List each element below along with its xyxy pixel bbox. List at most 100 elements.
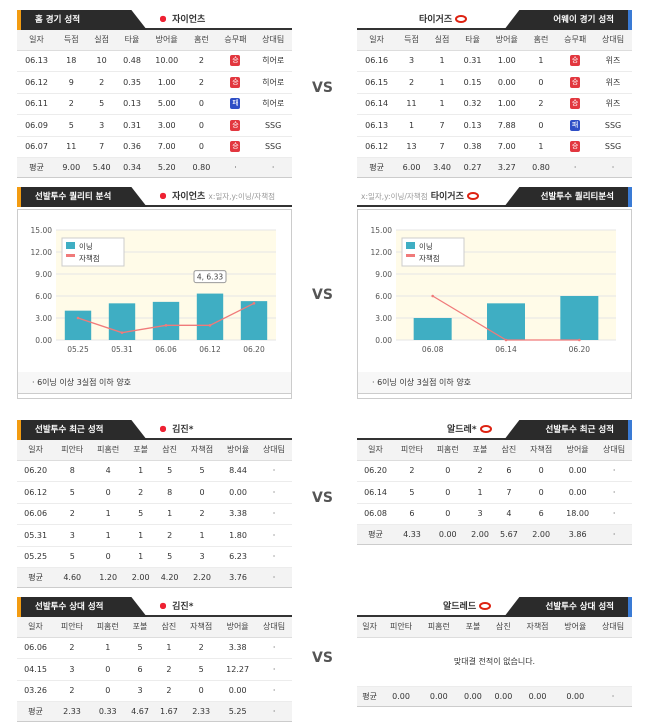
table-cell: 0 xyxy=(186,136,217,158)
table-cell: 4 xyxy=(90,460,127,482)
table-cell: 0 xyxy=(523,460,560,482)
table-cell: 6.00 xyxy=(396,157,427,178)
table-cell: 3 xyxy=(396,50,427,72)
table-cell: SSG xyxy=(254,136,292,158)
right-pitcher-vs-title: 선발투수 상대 성적 xyxy=(504,597,632,617)
table-cell: 0.35 xyxy=(116,71,148,94)
table-row: 06.12 13 7 0.38 7.00 1 승 SSG xyxy=(357,136,632,158)
table-cell: 0 xyxy=(429,503,466,525)
column-header: 피홈런 xyxy=(90,440,127,461)
table-cell: 6 xyxy=(125,658,155,681)
table-cell: 06.11 xyxy=(17,93,57,115)
column-header: 일자 xyxy=(17,440,55,461)
table-cell: 1 xyxy=(126,524,156,547)
table-cell: 0 xyxy=(429,481,466,504)
table-cell: 0.33 xyxy=(89,701,126,722)
table-cell: 2 xyxy=(154,680,184,702)
bar-innings xyxy=(152,301,180,340)
table-cell: 0.00 xyxy=(488,686,519,707)
giants-logo-icon xyxy=(157,191,169,200)
table-cell: 1 xyxy=(154,637,184,659)
y-tick-label: 0.00 xyxy=(375,336,392,345)
column-header: 실점 xyxy=(426,30,458,51)
table-cell: · xyxy=(596,524,632,545)
legend-er-label: 자책점 xyxy=(419,253,440,263)
table-cell: 1 xyxy=(426,71,458,94)
column-header: 피안타 xyxy=(54,617,90,638)
table-cell: SSG xyxy=(254,114,292,137)
bar-innings xyxy=(487,303,525,340)
table-cell: 5.00 xyxy=(147,93,187,115)
tigers-logo-icon xyxy=(467,192,480,200)
column-header: 자책점 xyxy=(184,440,221,461)
left-quality-chart: 0.00 3.00 6.00 9.00 12.00 15.00 05.25 05.31 06.0… xyxy=(17,209,292,399)
table-cell: 3 xyxy=(125,680,155,702)
table-cell: 위즈 xyxy=(594,93,632,115)
table-cell: 평균 xyxy=(357,524,395,545)
table-cell: 평균 xyxy=(17,701,55,722)
table-cell: 2.20 xyxy=(184,567,221,588)
bar-innings xyxy=(64,310,92,340)
column-header: 승무패 xyxy=(556,30,595,51)
giants-logo-icon xyxy=(157,601,169,610)
table-cell: · xyxy=(596,481,632,504)
giants-logo-icon xyxy=(157,14,169,23)
table-cell: 7 xyxy=(86,136,117,158)
table-cell: 0.00 xyxy=(457,686,489,707)
table-cell: 5 xyxy=(155,460,185,482)
column-header: 상대팀 xyxy=(254,30,292,51)
legend-innings-swatch xyxy=(406,242,415,249)
y-tick-label: 3.00 xyxy=(375,314,392,323)
column-header: 일자 xyxy=(357,617,383,638)
x-tick-label: 06.20 xyxy=(569,345,591,354)
legend-innings-label: 이닝 xyxy=(79,241,93,251)
table-cell: 0.48 xyxy=(116,50,148,72)
table-cell: 5 xyxy=(54,481,91,504)
table-cell: 3 xyxy=(465,503,495,525)
y-tick-label: 9.00 xyxy=(35,270,52,279)
table-cell: 3 xyxy=(54,658,90,681)
y-tick-label: 9.00 xyxy=(375,270,392,279)
table-cell: 7 xyxy=(426,136,458,158)
away-record-title: 어웨이 경기 성적 xyxy=(504,10,632,30)
column-header: 득점 xyxy=(56,30,87,51)
table-cell: 0 xyxy=(429,460,466,482)
table-cell: 0.36 xyxy=(116,136,148,158)
earned-runs-point xyxy=(431,294,434,298)
win-badge: 승 xyxy=(230,55,241,67)
x-tick-label: 05.31 xyxy=(111,345,133,354)
table-cell: 5 xyxy=(183,658,220,681)
left-pitcher-name: 김진* xyxy=(172,425,194,435)
column-header: 삼진 xyxy=(155,440,185,461)
table-cell: · xyxy=(255,460,292,482)
home-record-title: 홈 경기 성적 xyxy=(17,10,147,30)
column-header: 홈런 xyxy=(525,30,557,51)
column-header: 실점 xyxy=(86,30,117,51)
table-cell: 0.31 xyxy=(457,50,488,72)
table-cell: 5 xyxy=(394,481,430,504)
table-cell: 10 xyxy=(86,50,117,72)
table-cell: 2.33 xyxy=(54,701,90,722)
table-cell: 0.00 xyxy=(429,524,466,545)
table-cell: 1 xyxy=(90,503,127,525)
column-header: 포볼 xyxy=(125,617,155,638)
win-badge: 승 xyxy=(230,76,241,88)
table-cell: 평균 xyxy=(357,157,397,178)
column-header: 타율 xyxy=(457,30,488,51)
away-record-table: 일자 득점 실점 타율 방어율 홈런 승무패 상대팀 06.16 3 1 0.31 1.00 1 승 위즈 06… xyxy=(357,30,632,178)
column-header: 일자 xyxy=(17,617,55,638)
table-cell: 히어로 xyxy=(254,71,292,94)
table-cell: 1.80 xyxy=(220,524,256,547)
tigers-logo-icon xyxy=(455,15,468,23)
table-cell: 0.00 xyxy=(220,481,256,504)
table-cell: 1 xyxy=(126,460,156,482)
table-cell: 05.25 xyxy=(17,546,55,568)
table-cell: 3.00 xyxy=(147,114,187,137)
table-cell: 5 xyxy=(155,546,185,568)
vs-label: VS xyxy=(312,490,333,506)
column-header: 방어율 xyxy=(147,30,187,51)
x-tick-label: 06.20 xyxy=(243,345,265,354)
left-quality-panel: 선발투수 퀄리티 분석 자이언츠 x:일자,y:이닝/자책점 xyxy=(17,187,292,207)
table-cell: 0.00 xyxy=(556,686,595,707)
table-cell: 평균 xyxy=(357,686,383,707)
